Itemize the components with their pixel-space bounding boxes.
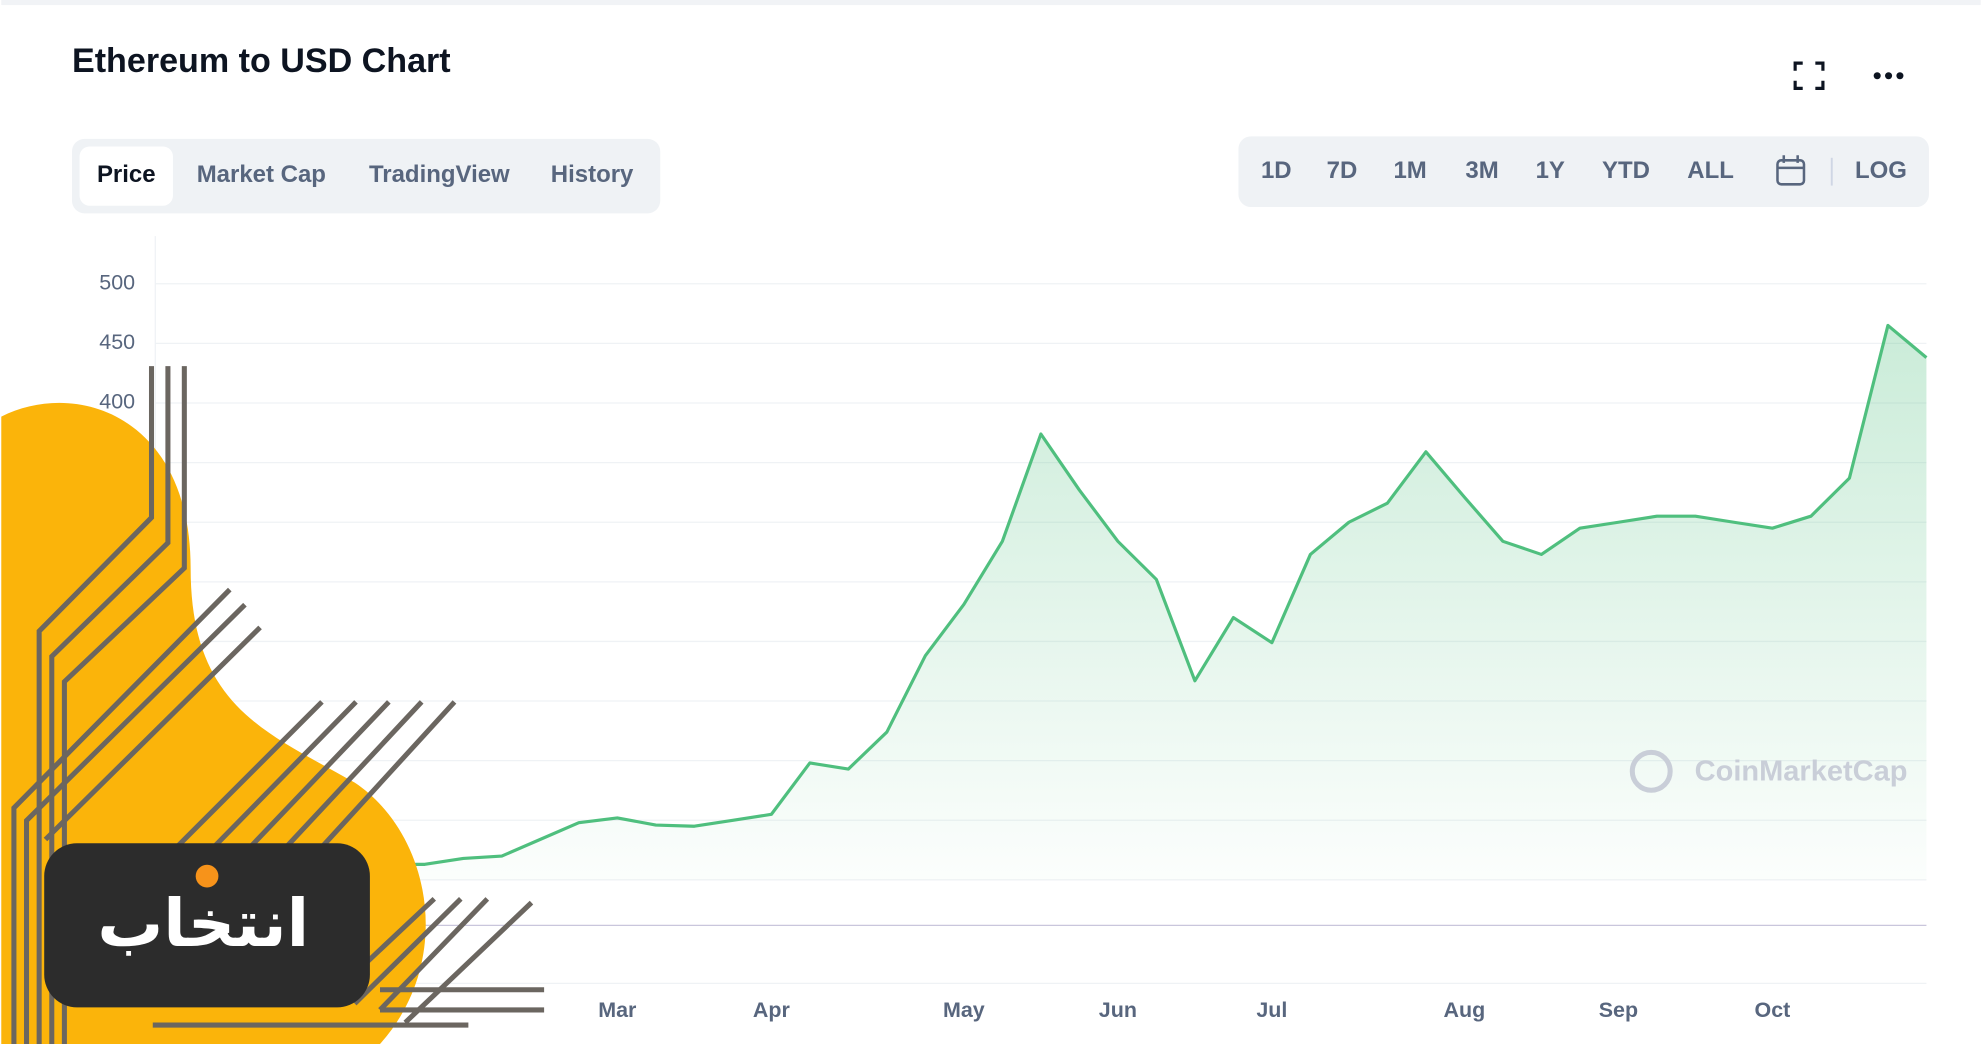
x-tick-label: Jun [1099, 998, 1137, 1022]
tab-bar [71, 138, 661, 214]
tab[interactable]: TradingView [369, 161, 510, 188]
active-tab [79, 146, 173, 206]
range-button[interactable]: 1Y [1536, 157, 1565, 184]
range-button[interactable]: 1M [1393, 157, 1426, 184]
more-icon[interactable] [1873, 72, 1904, 80]
x-tick-label: Oct [1755, 998, 1791, 1022]
tab[interactable]: History [551, 161, 634, 188]
site-logo-overlay: انتخاب [1, 366, 545, 1044]
y-tick-label: 500 [99, 270, 135, 294]
watermark-logo [1629, 749, 1673, 793]
x-tick-label: Apr [753, 998, 791, 1022]
top-shadow [1, 0, 1981, 6]
range-button[interactable]: YTD [1602, 157, 1650, 184]
calendar-icon[interactable] [1776, 155, 1806, 186]
range-button[interactable]: 3M [1465, 157, 1498, 184]
range-button[interactable]: 1D [1261, 157, 1292, 184]
x-tick-label: May [943, 998, 985, 1022]
x-tick-label: Jul [1256, 998, 1287, 1022]
range-button[interactable]: ALL [1687, 157, 1734, 184]
price-line [155, 323, 1928, 870]
watermark: CoinMarketCap [1695, 755, 1908, 787]
tab[interactable]: Market Cap [197, 161, 326, 188]
range-button[interactable]: 7D [1327, 157, 1358, 184]
x-tick-label: Sep [1599, 998, 1638, 1022]
x-tick-label: Aug [1444, 998, 1486, 1022]
tab[interactable]: Price [97, 161, 156, 188]
y-tick-label: 400 [99, 390, 135, 414]
logo-text: انتخاب [97, 886, 309, 962]
x-tick-label: Mar [598, 998, 637, 1022]
y-tick-label: 450 [99, 330, 135, 354]
range-button[interactable]: LOG [1855, 157, 1907, 184]
fullscreen-icon[interactable] [1793, 61, 1825, 90]
area [155, 325, 1927, 880]
range-bar [1238, 136, 1929, 208]
chart-title: Ethereum to USD Chart [72, 42, 451, 80]
